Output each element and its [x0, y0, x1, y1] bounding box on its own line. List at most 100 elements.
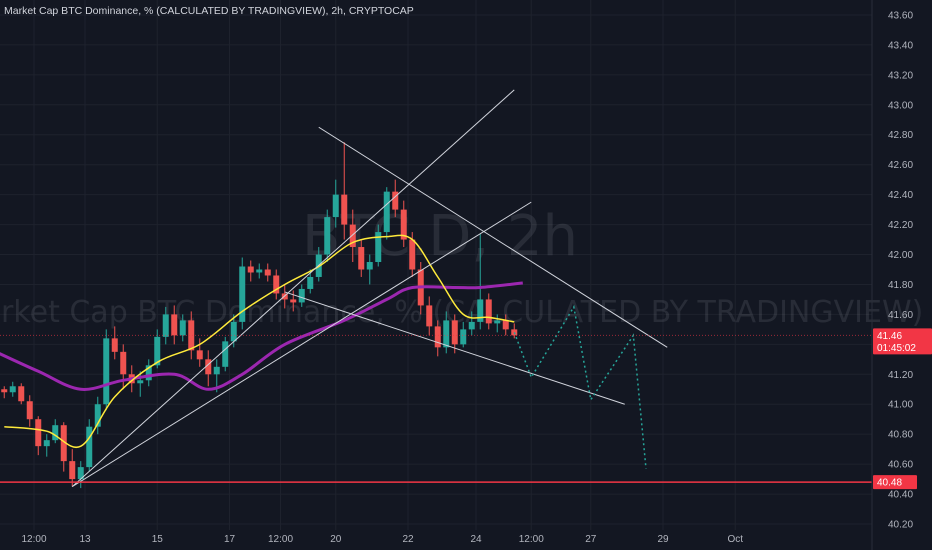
bar-countdown-label: 01:45:02: [877, 343, 916, 354]
x-tick-label: 15: [152, 534, 164, 545]
candle-body: [43, 440, 50, 447]
y-tick-label: 41.00: [888, 400, 913, 411]
y-tick-label: 43.00: [888, 100, 913, 111]
candle-body: [511, 329, 518, 336]
candle-body: [18, 386, 25, 402]
x-tick-label: 29: [657, 534, 669, 545]
candle-body: [290, 299, 297, 303]
chart-header: Market Cap BTC Dominance, % (CALCULATED …: [4, 5, 414, 17]
current-price-tag: 41.46 01:45:02: [873, 328, 932, 355]
candle-body: [111, 338, 118, 352]
candle-body: [349, 224, 356, 248]
x-tick-label: Oct: [727, 534, 743, 545]
candle-body: [26, 401, 33, 420]
y-tick-label: 42.00: [888, 250, 913, 261]
projection-path: [513, 304, 647, 469]
trend-line: [318, 126, 668, 348]
drawings: [0, 89, 872, 488]
y-tick-label: 41.60: [888, 310, 913, 321]
candle-body: [188, 320, 195, 351]
candle-body: [162, 314, 169, 337]
candle-body: [366, 262, 373, 270]
candle-body: [239, 266, 246, 322]
candle-body: [1, 389, 8, 393]
candle-body: [400, 209, 407, 240]
candle-body: [460, 329, 467, 345]
indicators: [0, 234, 523, 449]
candle-body: [273, 275, 280, 294]
y-tick-label: 40.80: [888, 430, 913, 441]
candle-body: [324, 217, 331, 255]
candle-body: [35, 419, 42, 447]
x-tick-label: 13: [79, 534, 91, 545]
candle-body: [145, 365, 152, 381]
trend-line: [71, 89, 515, 487]
trend-line: [71, 201, 532, 488]
candle-body: [426, 305, 433, 327]
candle-body: [341, 194, 348, 225]
y-tick-label: 43.60: [888, 10, 913, 21]
candle-body: [69, 461, 76, 480]
y-tick-label: 43.40: [888, 40, 913, 51]
level-price-box: [873, 475, 917, 490]
candle-body: [485, 299, 492, 324]
candle-body: [9, 386, 16, 393]
candle-body: [256, 269, 263, 273]
x-tick-label: 17: [224, 534, 236, 545]
y-tick-label: 42.80: [888, 130, 913, 141]
candle-body: [171, 314, 178, 336]
x-tick-label: 12:00: [21, 534, 46, 545]
y-tick-label: 40.60: [888, 460, 913, 471]
candle-body: [434, 326, 441, 348]
x-tick-label: 22: [402, 534, 414, 545]
candle-body: [60, 425, 67, 462]
ema-slow-line: [0, 281, 523, 391]
x-tick-label: 20: [330, 534, 342, 545]
y-tick-label: 41.80: [888, 280, 913, 291]
candle-body: [247, 266, 254, 273]
grid: [0, 0, 872, 530]
candle-body: [392, 191, 399, 210]
candle-body: [205, 359, 212, 375]
candle-body: [77, 467, 84, 480]
y-tick-label: 41.20: [888, 370, 913, 381]
candle-body: [230, 321, 237, 342]
candle-body: [409, 239, 416, 270]
y-tick-label: 42.20: [888, 220, 913, 231]
candle-body: [443, 320, 450, 348]
candles: [1, 142, 518, 489]
y-tick-label: 40.40: [888, 490, 913, 501]
candle-body: [494, 320, 501, 324]
candle-body: [383, 191, 390, 233]
candle-body: [451, 320, 458, 345]
candle-body: [375, 232, 382, 263]
level-price-tag: 40.48: [873, 475, 917, 490]
current-price-box: [873, 328, 932, 355]
y-tick-label: 42.60: [888, 160, 913, 171]
x-tick-label: 12:00: [519, 534, 544, 545]
y-tick-label: 40.20: [888, 520, 913, 531]
candle-body: [332, 194, 339, 218]
x-tick-label: 27: [585, 534, 597, 545]
candle-body: [196, 350, 203, 360]
candle-body: [222, 341, 229, 367]
candle-body: [298, 288, 305, 303]
candle-body: [502, 320, 509, 330]
current-price-label: 41.46: [877, 331, 902, 342]
candle-body: [264, 269, 271, 276]
candle-body: [477, 299, 484, 322]
candle-body: [154, 336, 161, 366]
candle-body: [94, 404, 101, 427]
x-tick-label: 24: [470, 534, 482, 545]
candle-body: [307, 276, 314, 289]
y-tick-label: 42.40: [888, 190, 913, 201]
candle-body: [103, 338, 110, 405]
candle-body: [358, 247, 365, 270]
time-axis[interactable]: 12:00 13 15 17 12:00 20 22 24 12:00 27 29 Oct: [21, 534, 743, 545]
candle-body: [52, 425, 59, 441]
candle-body: [86, 426, 93, 468]
trend-line: [284, 291, 625, 405]
candle-body: [468, 321, 475, 330]
